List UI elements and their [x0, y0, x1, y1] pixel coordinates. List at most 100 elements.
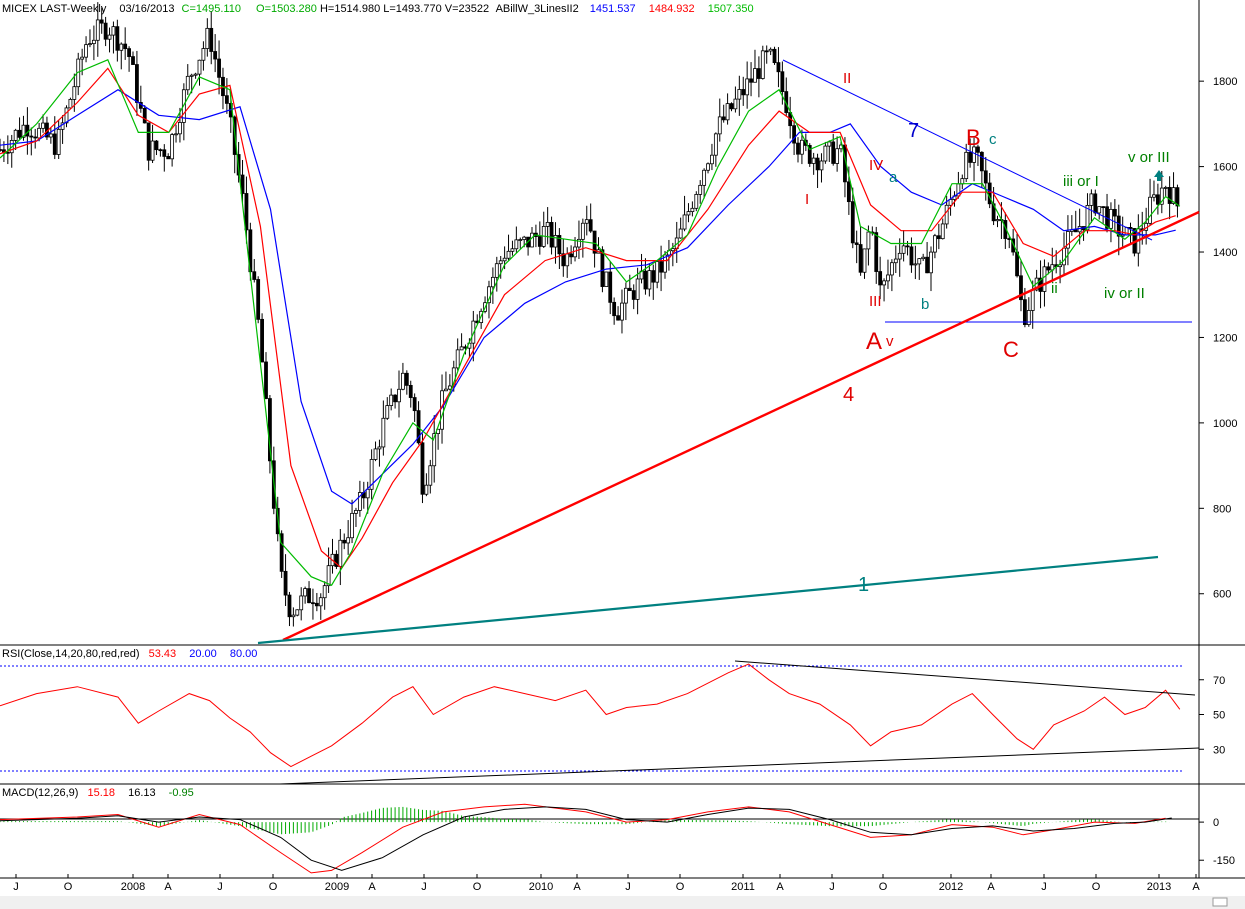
candle-body — [29, 135, 34, 138]
candle-body — [350, 512, 354, 539]
candle-body — [706, 163, 710, 171]
candle-body — [260, 318, 264, 363]
candle-body — [381, 417, 386, 448]
scrollbar-end-marker[interactable] — [1212, 897, 1228, 907]
candle-body — [389, 394, 394, 407]
candle-body — [0, 149, 2, 151]
price-y-axis: 1800 1600 1400 1200 1000 800 600 — [1199, 76, 1237, 601]
study-label: ABillW_3LinesII2 — [496, 3, 579, 15]
candle-body — [616, 315, 620, 321]
x-tick-label-12: J — [625, 881, 631, 893]
candle-body — [84, 44, 88, 58]
candle-body — [397, 388, 401, 403]
candle-body — [25, 124, 30, 137]
candle-body — [510, 248, 515, 252]
price-bars — [0, 2, 1180, 627]
candle-body — [670, 248, 675, 252]
x-tick-label-16: J — [829, 881, 835, 893]
candle-body — [811, 157, 816, 164]
candle-body — [643, 270, 648, 290]
x-tick-label-6: 2009 — [325, 881, 349, 893]
rsi-header: RSI(Close,14,20,80,red,red) 53.43 20.00 … — [2, 648, 257, 660]
candle-body — [1171, 187, 1176, 204]
candle-body — [162, 149, 167, 157]
candle-body — [987, 182, 992, 205]
price-tick-label-2: 1400 — [1213, 247, 1237, 259]
candle-body — [224, 95, 229, 104]
candle-body — [917, 258, 922, 265]
candle-body — [983, 170, 988, 184]
candle-body — [623, 287, 628, 304]
candle-body — [780, 71, 785, 92]
x-tick-label-13: O — [676, 881, 685, 893]
candle-body — [741, 89, 746, 96]
ma-green-value: 1507.350 — [708, 3, 754, 15]
date-label: 03/16/2013 — [119, 3, 174, 15]
macd-histogram — [0, 806, 1171, 835]
candle-body — [635, 278, 640, 300]
candle-body — [68, 99, 73, 109]
candle-body — [678, 228, 683, 239]
x-tick-label-2: 2008 — [121, 881, 145, 893]
candle-body — [866, 231, 871, 250]
candle-body — [713, 133, 718, 156]
candle-body — [1046, 266, 1051, 271]
x-tick-label-20: J — [1041, 881, 1047, 893]
candle-body — [976, 146, 980, 153]
x-tick-label-9: O — [473, 881, 482, 893]
candle-body — [41, 122, 45, 129]
candle-body — [729, 103, 734, 110]
candle-body — [612, 301, 617, 317]
candle-body — [1112, 208, 1117, 217]
candle-body — [48, 133, 53, 138]
rsi-trendline-upper — [734, 660, 1196, 696]
candle-body — [815, 157, 820, 171]
rsi-y-axis: 70 50 30 — [1199, 675, 1225, 756]
candle-body — [694, 194, 699, 209]
candle-body — [886, 274, 890, 282]
candle-body — [561, 253, 566, 267]
candle-body — [756, 68, 761, 79]
candle-body — [252, 271, 257, 280]
candle-body — [432, 433, 437, 467]
candle-body — [72, 86, 77, 100]
candle-body — [170, 134, 175, 160]
wave-label-ii-small: ii — [1051, 280, 1058, 297]
candle-body — [725, 103, 730, 121]
candle-body — [776, 62, 781, 73]
candle-body — [608, 271, 613, 303]
macd-line-0 — [0, 803, 1166, 874]
ma-line-1 — [0, 67, 1176, 569]
trendline-1 — [257, 555, 1159, 645]
candle-body — [412, 397, 417, 412]
candle-body — [424, 484, 429, 495]
price-tick-label-6: 600 — [1213, 589, 1231, 601]
candle-body — [33, 136, 38, 139]
bottom-scrollbar[interactable] — [0, 896, 1245, 909]
candle-body — [334, 553, 339, 567]
wave-label-b-small: b — [921, 296, 929, 313]
candle-body — [721, 116, 726, 121]
candle-body — [440, 390, 444, 430]
candle-body — [127, 48, 131, 57]
candle-body — [447, 385, 452, 390]
x-tick-label-8: J — [421, 881, 427, 893]
candle-body — [882, 280, 886, 286]
x-tick-label-21: O — [1092, 881, 1101, 893]
macd-header: MACD(12,26,9) 15.18 16.13 -0.95 — [2, 787, 194, 799]
rsi-tick-label-1: 50 — [1213, 710, 1225, 722]
candle-body — [1042, 266, 1047, 292]
candle-body — [354, 509, 358, 514]
candle-body — [99, 19, 104, 24]
ma-line-0 — [0, 88, 1176, 505]
candle-body — [287, 594, 292, 618]
candle-body — [377, 446, 382, 450]
candle-body — [913, 263, 918, 266]
candle-body — [530, 232, 534, 248]
candle-body — [1073, 229, 1078, 233]
candle-body — [365, 488, 370, 499]
candle-body — [131, 56, 135, 65]
candle-body — [408, 384, 413, 398]
x-tick-label-14: 2011 — [731, 881, 755, 893]
